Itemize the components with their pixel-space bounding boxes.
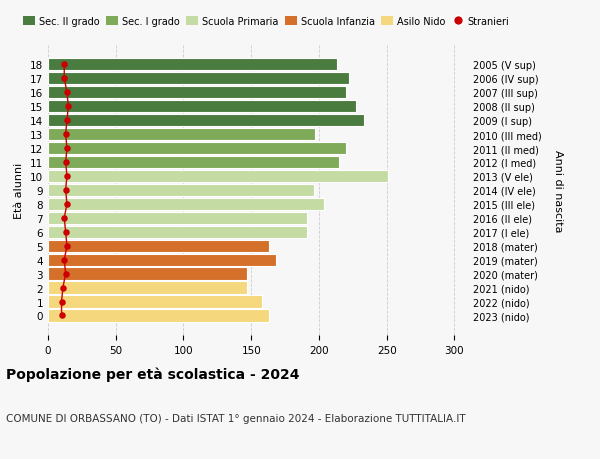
Bar <box>48 198 325 211</box>
Point <box>61 131 70 139</box>
Bar <box>48 157 339 169</box>
Point <box>58 284 68 291</box>
Point <box>59 215 69 222</box>
Bar <box>48 254 275 266</box>
Point <box>59 75 69 83</box>
Bar <box>48 87 346 99</box>
Point <box>57 312 67 319</box>
Bar <box>48 143 346 155</box>
Point <box>62 90 72 97</box>
Bar <box>48 240 269 252</box>
Point <box>62 201 72 208</box>
Point <box>62 145 72 152</box>
Legend: Sec. II grado, Sec. I grado, Scuola Primaria, Scuola Infanzia, Asilo Nido, Stran: Sec. II grado, Sec. I grado, Scuola Prim… <box>19 13 513 31</box>
Bar <box>48 129 315 141</box>
Point <box>61 270 70 278</box>
Bar <box>48 73 349 85</box>
Point <box>59 257 69 264</box>
Bar <box>48 310 269 322</box>
Point <box>57 298 67 306</box>
Point <box>61 159 70 166</box>
Y-axis label: Età alunni: Età alunni <box>14 162 25 218</box>
Point <box>61 229 70 236</box>
Bar <box>48 101 356 113</box>
Bar <box>48 115 364 127</box>
Bar <box>48 296 262 308</box>
Bar <box>48 212 307 224</box>
Bar <box>48 282 247 294</box>
Text: Popolazione per età scolastica - 2024: Popolazione per età scolastica - 2024 <box>6 367 299 382</box>
Bar <box>48 268 247 280</box>
Y-axis label: Anni di nascita: Anni di nascita <box>553 149 563 232</box>
Point <box>61 187 70 194</box>
Point <box>62 173 72 180</box>
Bar <box>48 170 388 183</box>
Point <box>64 103 73 111</box>
Bar <box>48 59 337 71</box>
Point <box>62 117 72 124</box>
Text: COMUNE DI ORBASSANO (TO) - Dati ISTAT 1° gennaio 2024 - Elaborazione TUTTITALIA.: COMUNE DI ORBASSANO (TO) - Dati ISTAT 1°… <box>6 413 466 423</box>
Bar <box>48 226 307 238</box>
Bar <box>48 185 314 196</box>
Point <box>59 62 69 69</box>
Point <box>62 242 72 250</box>
